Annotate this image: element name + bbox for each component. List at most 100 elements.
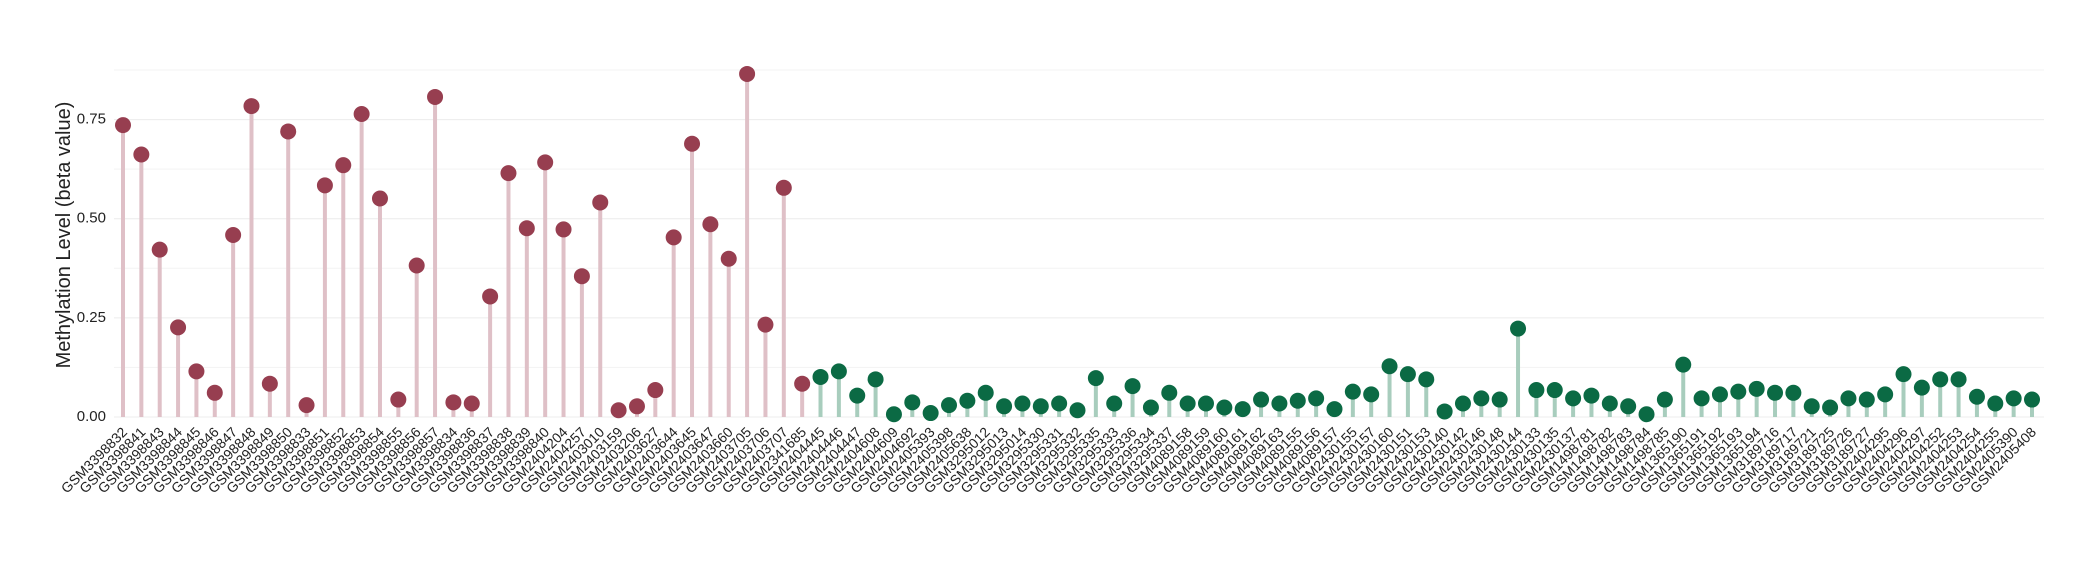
dot bbox=[1381, 358, 1398, 375]
y-tick-label: 0.25 bbox=[77, 309, 106, 326]
dot bbox=[1142, 399, 1159, 416]
dot bbox=[1216, 399, 1233, 416]
dot bbox=[537, 154, 554, 171]
dot bbox=[1767, 384, 1784, 401]
dot bbox=[371, 190, 388, 207]
dot bbox=[885, 406, 902, 423]
dot bbox=[298, 397, 315, 414]
dot bbox=[684, 135, 701, 152]
dot bbox=[1840, 390, 1857, 407]
dot bbox=[1528, 382, 1545, 399]
dot bbox=[133, 146, 150, 163]
dot bbox=[206, 384, 223, 401]
dot bbox=[830, 363, 847, 380]
dot bbox=[794, 375, 811, 392]
dot bbox=[427, 88, 444, 105]
dot bbox=[775, 179, 792, 196]
dot bbox=[941, 397, 958, 414]
dot bbox=[573, 268, 590, 285]
dot bbox=[739, 65, 756, 82]
dot bbox=[1436, 403, 1453, 420]
y-tick-label: 0.50 bbox=[77, 210, 106, 227]
dot bbox=[1124, 378, 1141, 395]
dot bbox=[702, 216, 719, 233]
dot bbox=[500, 165, 517, 182]
dot bbox=[1032, 398, 1049, 415]
dot bbox=[1106, 395, 1123, 412]
dot bbox=[1253, 391, 1270, 408]
dot bbox=[170, 319, 187, 336]
dot bbox=[1858, 391, 1875, 408]
dot bbox=[1656, 391, 1673, 408]
dot bbox=[867, 371, 884, 388]
dot bbox=[812, 368, 829, 385]
dot bbox=[1675, 356, 1692, 373]
dot bbox=[1546, 382, 1563, 399]
dot bbox=[1638, 406, 1655, 423]
dot bbox=[243, 98, 260, 115]
dot bbox=[1179, 395, 1196, 412]
dot bbox=[1454, 395, 1471, 412]
dot bbox=[1730, 383, 1747, 400]
dot bbox=[1785, 384, 1802, 401]
dot bbox=[1271, 395, 1288, 412]
dot bbox=[335, 157, 352, 174]
dot bbox=[151, 241, 168, 258]
dot bbox=[959, 392, 976, 409]
dot bbox=[445, 394, 462, 411]
dot bbox=[1601, 395, 1618, 412]
dot bbox=[115, 117, 131, 134]
dot bbox=[482, 288, 499, 305]
dot bbox=[1803, 398, 1820, 415]
dot bbox=[1932, 371, 1949, 388]
dot bbox=[1161, 384, 1178, 401]
dot bbox=[1748, 380, 1765, 397]
dot bbox=[757, 316, 774, 333]
dot bbox=[1877, 386, 1894, 403]
dot bbox=[665, 229, 682, 246]
dot bbox=[1087, 370, 1104, 387]
dot bbox=[1693, 390, 1710, 407]
dot bbox=[1711, 386, 1728, 403]
dot bbox=[1363, 386, 1380, 403]
dot bbox=[610, 402, 627, 419]
dot bbox=[1326, 401, 1343, 418]
dot bbox=[1510, 320, 1527, 337]
dot bbox=[1069, 402, 1086, 419]
dot bbox=[2005, 390, 2022, 407]
dot bbox=[1895, 366, 1912, 383]
dot bbox=[1051, 395, 1068, 412]
dot bbox=[1913, 379, 1930, 396]
dot bbox=[1968, 388, 1985, 405]
dot bbox=[1344, 383, 1361, 400]
dot bbox=[2024, 391, 2040, 408]
dot bbox=[1822, 399, 1839, 416]
dot bbox=[1473, 390, 1490, 407]
dot bbox=[188, 363, 205, 380]
dot bbox=[922, 405, 939, 422]
dot bbox=[1234, 401, 1251, 418]
dot bbox=[849, 387, 866, 404]
y-tick-label: 0.00 bbox=[77, 408, 106, 425]
dot bbox=[1014, 395, 1031, 412]
y-tick-label: 0.75 bbox=[77, 111, 106, 128]
dot bbox=[628, 398, 645, 415]
dot bbox=[1289, 392, 1306, 409]
dot bbox=[1950, 371, 1967, 388]
dot bbox=[1565, 390, 1582, 407]
dot bbox=[996, 398, 1013, 415]
dot bbox=[261, 375, 278, 392]
dot bbox=[904, 394, 921, 411]
dot bbox=[1583, 387, 1600, 404]
dot bbox=[408, 257, 425, 274]
dot bbox=[463, 395, 480, 412]
dot bbox=[225, 226, 242, 243]
dot bbox=[647, 382, 664, 399]
dot bbox=[280, 123, 297, 140]
dot bbox=[353, 106, 370, 123]
dot bbox=[1418, 371, 1435, 388]
dot bbox=[518, 220, 535, 237]
y-axis-title: Methylation Level (beta value) bbox=[53, 102, 75, 369]
dot bbox=[316, 177, 333, 194]
